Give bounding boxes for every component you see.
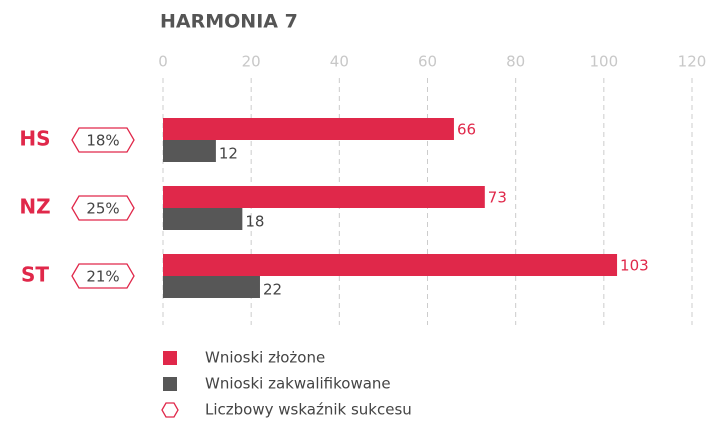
bar — [163, 186, 485, 208]
success-badge — [71, 195, 135, 221]
legend-swatch — [163, 351, 177, 365]
value-label: 22 — [263, 281, 282, 299]
success-badge — [71, 127, 135, 153]
value-label: 73 — [488, 189, 507, 207]
x-tick-label: 80 — [506, 53, 525, 71]
bar — [163, 276, 260, 298]
legend-label: Wnioski złożone — [205, 349, 325, 367]
success-label: 21% — [86, 268, 119, 286]
value-label: 103 — [620, 257, 649, 275]
value-label: 66 — [457, 121, 476, 139]
x-tick-label: 120 — [678, 53, 707, 71]
x-tick-label: 40 — [330, 53, 349, 71]
bar — [163, 208, 243, 230]
x-tick-label: 100 — [590, 53, 619, 71]
success-badge — [71, 263, 135, 289]
legend-swatch — [163, 377, 177, 391]
bar — [163, 118, 454, 140]
x-tick-label: 0 — [158, 53, 168, 71]
bar — [163, 254, 618, 276]
x-tick-label: 20 — [242, 53, 261, 71]
success-label: 25% — [86, 200, 119, 218]
legend-label: Liczbowy wskaźnik sukcesu — [205, 401, 412, 419]
category-label: NZ — [19, 195, 50, 219]
chart-title: HARMONIA 7 — [160, 11, 298, 33]
success-label: 18% — [86, 132, 119, 150]
value-label: 12 — [219, 145, 238, 163]
legend-label: Wnioski zakwalifikowane — [205, 375, 391, 393]
legend-swatch — [161, 402, 179, 418]
category-label: HS — [19, 127, 50, 151]
x-tick-label: 60 — [418, 53, 437, 71]
bar — [163, 140, 216, 162]
value-label: 18 — [245, 213, 264, 231]
category-label: ST — [21, 263, 49, 287]
